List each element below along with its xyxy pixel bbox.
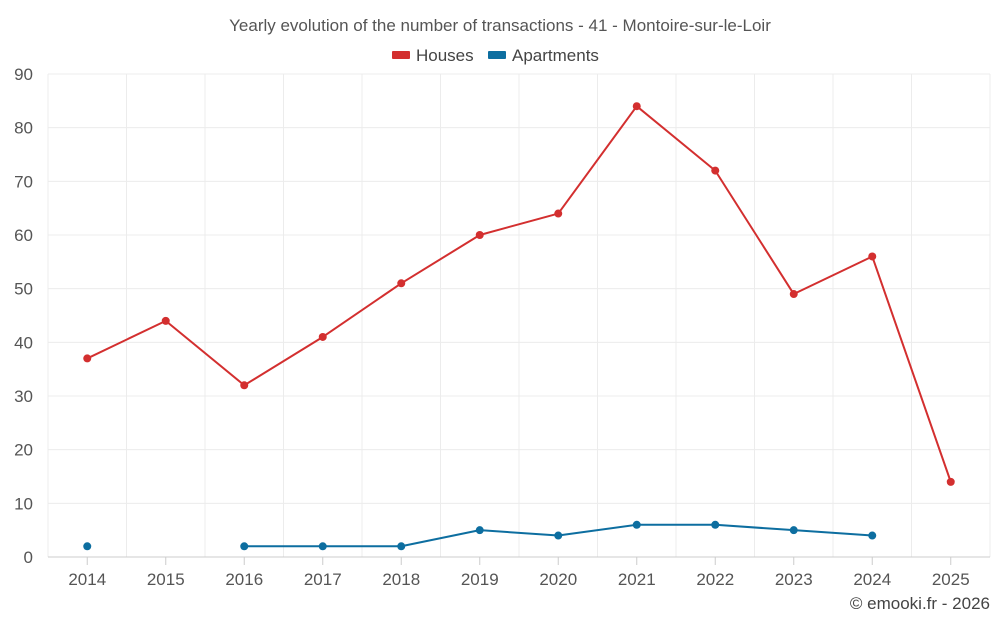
x-tick-label: 2024 — [853, 570, 891, 589]
x-tick-label: 2016 — [225, 570, 263, 589]
x-tick-label: 2018 — [382, 570, 420, 589]
y-tick-label: 70 — [14, 172, 33, 191]
series — [83, 102, 955, 551]
y-tick-label: 40 — [14, 333, 33, 352]
series-line-houses — [86, 105, 952, 483]
x-tick-label: 2015 — [147, 570, 185, 589]
y-tick-label: 60 — [14, 226, 33, 245]
legend-item-houses[interactable]: Houses — [392, 46, 474, 65]
data-point-houses[interactable] — [711, 166, 720, 175]
grid — [47, 73, 991, 557]
data-point-apartments[interactable] — [83, 542, 92, 551]
x-tick-label: 2021 — [618, 570, 656, 589]
data-point-houses[interactable] — [240, 381, 249, 390]
data-point-houses[interactable] — [397, 279, 406, 288]
legend-item-apartments[interactable]: Apartments — [488, 46, 599, 65]
y-tick-label: 80 — [14, 119, 33, 138]
data-point-houses[interactable] — [475, 231, 484, 239]
data-point-apartments[interactable] — [868, 531, 877, 540]
x-tick-label: 2017 — [304, 570, 342, 589]
data-point-apartments[interactable] — [789, 526, 798, 535]
axes: 0 10 20 30 40 50 60 70 80 90 2014 2015 2016 2017 2018 2… — [14, 65, 990, 589]
data-point-apartments[interactable] — [711, 520, 720, 529]
data-point-apartments[interactable] — [318, 542, 327, 551]
y-tick-label: 90 — [14, 65, 33, 84]
x-tick-label: 2020 — [539, 570, 577, 589]
legend-label-houses: Houses — [416, 46, 474, 65]
data-point-houses[interactable] — [789, 290, 798, 299]
data-point-apartments[interactable] — [397, 542, 406, 551]
legend-swatch-houses — [392, 51, 410, 59]
data-point-apartments[interactable] — [554, 531, 563, 540]
x-tick-label: 2014 — [68, 570, 106, 589]
series-houses — [83, 102, 955, 486]
y-tick-label: 10 — [14, 494, 33, 513]
y-tick-label: 20 — [14, 441, 33, 460]
x-tick-label: 2025 — [932, 570, 970, 589]
data-point-apartments[interactable] — [240, 542, 249, 551]
data-point-houses[interactable] — [632, 102, 641, 111]
y-tick-label: 0 — [24, 548, 33, 567]
y-tick-label: 30 — [14, 387, 33, 406]
credit-text: © emooki.fr - 2026 — [850, 594, 990, 613]
chart-title: Yearly evolution of the number of transa… — [229, 16, 771, 35]
data-point-apartments[interactable] — [475, 526, 484, 535]
data-point-apartments[interactable] — [632, 520, 641, 529]
data-point-houses[interactable] — [946, 477, 955, 486]
legend-label-apartments: Apartments — [512, 46, 599, 65]
data-point-houses[interactable] — [554, 209, 563, 218]
legend: Houses Apartments — [392, 46, 599, 65]
legend-swatch-apartments — [488, 51, 506, 59]
series-apartments — [83, 520, 877, 551]
x-tick-label: 2019 — [461, 570, 499, 589]
data-point-houses[interactable] — [318, 332, 327, 341]
x-tick-label: 2022 — [696, 570, 734, 589]
x-tick-label: 2023 — [775, 570, 813, 589]
data-point-houses[interactable] — [161, 316, 170, 325]
data-point-houses[interactable] — [868, 252, 877, 261]
y-tick-label: 50 — [14, 280, 33, 299]
data-point-houses[interactable] — [83, 354, 92, 363]
